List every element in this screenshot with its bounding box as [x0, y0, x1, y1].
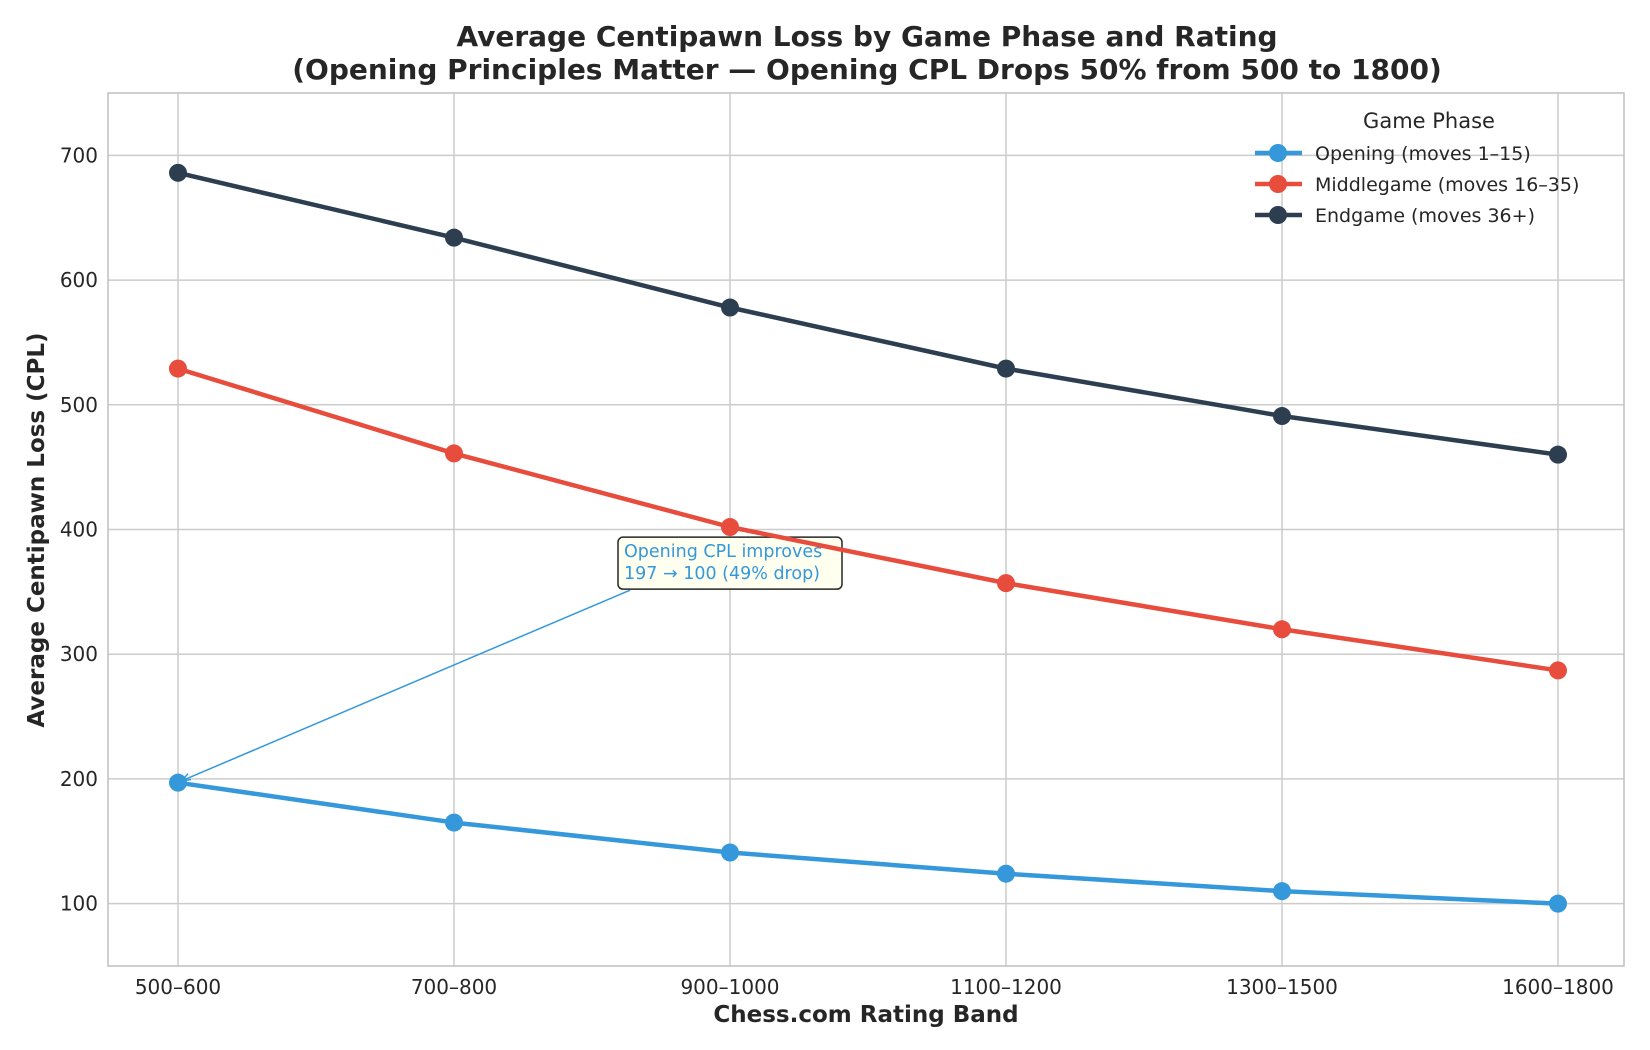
data-point: [997, 864, 1015, 883]
data-point: [997, 574, 1015, 593]
y-tick-label: 500: [60, 393, 98, 417]
legend-items: Opening (moves 1–15) Middlegame (moves 16…: [1255, 143, 1579, 227]
data-point: [721, 298, 739, 317]
x-tick-label: 1100–1200: [950, 975, 1062, 999]
y-axis-label: Average Centipawn Loss (CPL): [24, 332, 50, 727]
legend-swatch-marker: [1269, 206, 1287, 224]
y-tick-label: 200: [60, 767, 98, 791]
annotation-box: [617, 536, 843, 590]
chart-subtitle: (Opening Principles Matter — Opening CPL…: [292, 53, 1442, 86]
data-point: [1273, 882, 1291, 901]
y-axis-ticks: 100 200 300 400 500 600 700: [60, 143, 98, 915]
y-tick-label: 600: [60, 268, 98, 292]
y-tick-label: 300: [60, 642, 98, 666]
data-point: [169, 163, 187, 182]
annotation-text-line: 197 → 100 (49% drop): [624, 564, 820, 584]
y-tick-label: 400: [60, 518, 98, 542]
data-point: [445, 444, 463, 463]
data-point: [1549, 661, 1567, 680]
legend: Game Phase Opening (moves 1–15) Middlegam…: [1255, 109, 1579, 227]
data-point: [721, 518, 739, 537]
data-point: [1549, 894, 1567, 913]
x-tick-label: 500–600: [135, 975, 221, 999]
data-series: [169, 163, 1567, 913]
series-group: [169, 163, 1567, 464]
data-point: [1549, 445, 1567, 464]
data-point: [445, 228, 463, 247]
annotation-text-line: Opening CPL improves: [624, 542, 822, 562]
x-tick-label: 1600–1800: [1502, 975, 1614, 999]
plot-frame: [107, 92, 1625, 967]
x-tick-label: 900–1000: [680, 975, 779, 999]
x-tick-label: 700–800: [411, 975, 497, 999]
series-group: [169, 773, 1567, 913]
chart-title: Average Centipawn Loss by Game Phase and…: [456, 20, 1277, 53]
annotation-arrow-line: [181, 589, 631, 782]
data-point: [721, 843, 739, 862]
x-axis-ticks: 500–600 700–800 900–1000 1100–1200 1300–1500…: [135, 975, 1614, 999]
data-point: [445, 813, 463, 832]
legend-entry-label: Middlegame (moves 16–35): [1315, 174, 1579, 196]
series-line: [175, 170, 1561, 457]
y-tick-label: 100: [60, 892, 98, 916]
data-point: [997, 359, 1015, 378]
data-point: [169, 359, 187, 378]
y-tick-label: 700: [60, 143, 98, 167]
data-point: [169, 773, 187, 792]
series-line: [175, 366, 1561, 673]
series-group: [169, 359, 1567, 680]
legend-title: Game Phase: [1363, 109, 1495, 133]
data-point: [1273, 620, 1291, 639]
legend-swatch-marker: [1269, 175, 1287, 193]
data-point: [1273, 407, 1291, 426]
x-tick-label: 1300–1500: [1226, 975, 1338, 999]
x-axis-label: Chess.com Rating Band: [713, 1002, 1018, 1028]
legend-entry-label: Endgame (moves 36+): [1315, 205, 1535, 227]
legend-swatch-marker: [1269, 144, 1287, 162]
series-line: [175, 780, 1561, 906]
legend-entry-label: Opening (moves 1–15): [1315, 143, 1531, 165]
